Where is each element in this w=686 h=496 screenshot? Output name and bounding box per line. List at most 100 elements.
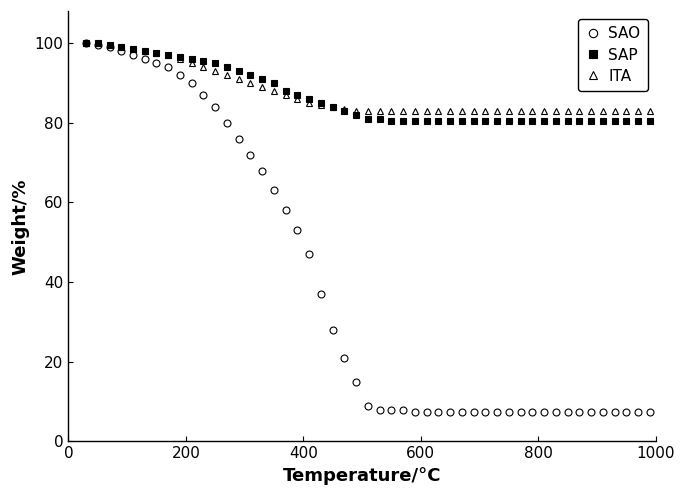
ITA bbox=[575, 108, 583, 114]
SAP bbox=[152, 50, 161, 56]
ITA bbox=[305, 100, 314, 106]
SAP bbox=[434, 118, 442, 124]
SAO bbox=[211, 104, 220, 110]
ITA bbox=[423, 108, 431, 114]
ITA bbox=[187, 60, 196, 66]
X-axis label: Temperature/°C: Temperature/°C bbox=[283, 467, 441, 485]
ITA bbox=[329, 104, 337, 110]
ITA bbox=[505, 108, 513, 114]
SAO bbox=[469, 409, 477, 415]
ITA bbox=[469, 108, 477, 114]
ITA bbox=[517, 108, 525, 114]
SAO bbox=[187, 80, 196, 86]
SAO bbox=[141, 56, 149, 62]
ITA bbox=[599, 108, 607, 114]
ITA bbox=[82, 40, 90, 46]
ITA bbox=[622, 108, 630, 114]
SAO bbox=[375, 407, 383, 413]
SAO bbox=[517, 409, 525, 415]
SAP bbox=[106, 42, 114, 48]
SAO bbox=[129, 52, 137, 58]
SAO bbox=[446, 409, 454, 415]
SAP bbox=[411, 118, 419, 124]
ITA bbox=[141, 48, 149, 54]
ITA bbox=[563, 108, 571, 114]
SAO bbox=[200, 92, 208, 98]
SAO bbox=[82, 40, 90, 46]
SAO bbox=[223, 120, 231, 125]
ITA bbox=[434, 108, 442, 114]
SAP bbox=[646, 118, 654, 124]
ITA bbox=[458, 108, 466, 114]
SAP bbox=[235, 68, 243, 74]
SAO bbox=[152, 60, 161, 66]
SAO bbox=[563, 409, 571, 415]
SAO bbox=[270, 187, 278, 193]
SAP bbox=[270, 80, 278, 86]
SAO bbox=[634, 409, 642, 415]
ITA bbox=[117, 44, 126, 50]
SAP bbox=[634, 118, 642, 124]
ITA bbox=[152, 50, 161, 56]
SAP bbox=[493, 118, 501, 124]
SAO bbox=[246, 152, 255, 158]
SAP bbox=[317, 100, 325, 106]
SAO bbox=[258, 168, 266, 174]
SAO bbox=[599, 409, 607, 415]
SAP bbox=[352, 112, 360, 118]
SAO bbox=[540, 409, 548, 415]
SAP bbox=[223, 64, 231, 70]
SAP bbox=[200, 58, 208, 64]
SAP bbox=[294, 92, 302, 98]
SAO bbox=[528, 409, 536, 415]
SAP bbox=[458, 118, 466, 124]
SAO bbox=[364, 403, 372, 409]
SAP bbox=[305, 96, 314, 102]
ITA bbox=[364, 108, 372, 114]
SAP bbox=[423, 118, 431, 124]
ITA bbox=[176, 56, 184, 62]
SAO bbox=[235, 135, 243, 141]
SAP bbox=[388, 118, 396, 124]
SAP bbox=[329, 104, 337, 110]
SAO bbox=[552, 409, 560, 415]
ITA bbox=[646, 108, 654, 114]
SAO bbox=[481, 409, 489, 415]
SAO bbox=[176, 72, 184, 78]
ITA bbox=[528, 108, 536, 114]
SAP bbox=[129, 46, 137, 52]
ITA bbox=[388, 108, 396, 114]
ITA bbox=[634, 108, 642, 114]
SAP bbox=[611, 118, 619, 124]
ITA bbox=[129, 46, 137, 52]
ITA bbox=[552, 108, 560, 114]
ITA bbox=[281, 92, 289, 98]
ITA bbox=[352, 108, 360, 114]
SAO bbox=[317, 291, 325, 297]
SAO bbox=[411, 409, 419, 415]
SAP bbox=[575, 118, 583, 124]
ITA bbox=[246, 80, 255, 86]
SAP bbox=[258, 76, 266, 82]
SAP bbox=[94, 40, 102, 46]
SAO bbox=[117, 48, 126, 54]
ITA bbox=[235, 76, 243, 82]
Legend: SAO, SAP, ITA: SAO, SAP, ITA bbox=[578, 19, 648, 91]
SAP bbox=[141, 48, 149, 54]
Y-axis label: Weight/%: Weight/% bbox=[11, 178, 29, 275]
SAO bbox=[611, 409, 619, 415]
SAP bbox=[340, 108, 348, 114]
ITA bbox=[411, 108, 419, 114]
SAO bbox=[164, 64, 172, 70]
SAP bbox=[364, 116, 372, 122]
SAP bbox=[587, 118, 595, 124]
SAO bbox=[281, 207, 289, 213]
SAO bbox=[340, 355, 348, 361]
SAP bbox=[82, 40, 90, 46]
SAP bbox=[599, 118, 607, 124]
SAP bbox=[187, 56, 196, 62]
ITA bbox=[106, 42, 114, 48]
ITA bbox=[493, 108, 501, 114]
SAP bbox=[505, 118, 513, 124]
ITA bbox=[317, 102, 325, 108]
